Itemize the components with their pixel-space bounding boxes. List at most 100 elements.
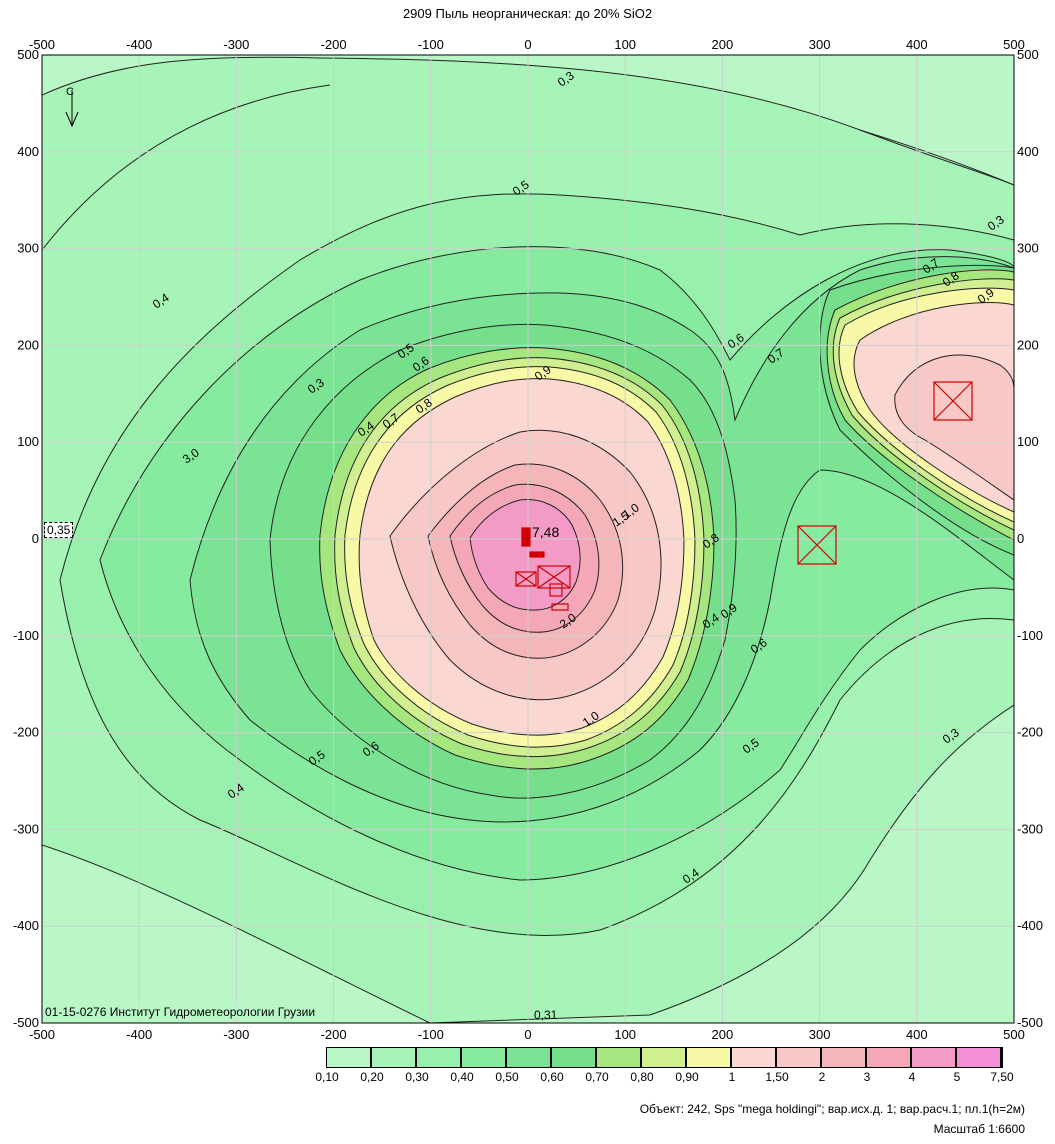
x-tick-bottom: 0	[524, 1027, 531, 1042]
x-tick-bottom: -400	[126, 1027, 152, 1042]
legend-label: 0,70	[585, 1070, 609, 1084]
source-box-center-2	[515, 571, 537, 587]
source-box-center-6	[529, 551, 545, 558]
y-tick-left: 0	[32, 531, 39, 546]
y-tick-right: 0	[1017, 531, 1024, 546]
x-tick-top: -400	[126, 37, 152, 52]
y-tick-right: 200	[1017, 337, 1039, 352]
legend-swatch	[372, 1048, 417, 1067]
y-tick-left: 200	[17, 337, 39, 352]
legend-swatch	[462, 1048, 507, 1067]
x-tick-top: -500	[29, 37, 55, 52]
x-tick-bottom: -300	[223, 1027, 249, 1042]
legend-swatch	[822, 1048, 867, 1067]
north-label: С	[66, 86, 74, 98]
legend-label: 3	[863, 1070, 871, 1084]
y-tick-right: 400	[1017, 144, 1039, 159]
edge-value-bottom: 0,31	[534, 1008, 558, 1022]
x-tick-top: 400	[906, 37, 928, 52]
x-tick-bottom: -200	[321, 1027, 347, 1042]
x-tick-bottom: 300	[809, 1027, 831, 1042]
legend-label: 1,50	[765, 1070, 789, 1084]
y-tick-left: 100	[17, 434, 39, 449]
y-tick-right: 300	[1017, 241, 1039, 256]
x-tick-top: -100	[418, 37, 444, 52]
edge-value-left: 0,35	[44, 522, 74, 538]
y-tick-left: 300	[17, 241, 39, 256]
source-markers	[515, 381, 973, 611]
scale-line: Масштаб 1:6600	[933, 1122, 1025, 1136]
y-tick-left: -100	[13, 628, 39, 643]
y-tick-right: -300	[1017, 821, 1043, 836]
y-tick-left: -500	[13, 1015, 39, 1030]
x-tick-bottom: 500	[1003, 1027, 1025, 1042]
legend-label: 0,80	[630, 1070, 654, 1084]
x-tick-bottom: -100	[418, 1027, 444, 1042]
map-title: 2909 Пыль неорганическая: до 20% SiO2	[402, 6, 653, 21]
color-legend: 0,10 0,20 0,30 0,40 0,50 0,60 0,70 0,80 0,90 1 1,5…	[315, 1047, 1014, 1086]
y-tick-right: -400	[1017, 918, 1043, 933]
x-tick-top: 500	[1003, 37, 1025, 52]
y-tick-right: -100	[1017, 628, 1043, 643]
x-tick-bottom: -500	[29, 1027, 55, 1042]
legend-label: 0,50	[495, 1070, 519, 1084]
region-5-0	[469, 499, 581, 611]
y-tick-right: 100	[1017, 434, 1039, 449]
legend-label: 0,30	[405, 1070, 429, 1084]
legend-swatch	[642, 1048, 687, 1067]
source-box-center-4	[551, 603, 569, 611]
y-tick-right: -200	[1017, 725, 1043, 740]
y-tick-left: 400	[17, 144, 39, 159]
legend-swatch	[327, 1048, 372, 1067]
legend-swatch	[912, 1048, 957, 1067]
legend-swatch	[777, 1048, 822, 1067]
legend-swatch	[507, 1048, 552, 1067]
legend-label: 0,90	[675, 1070, 699, 1084]
legend-label: 0,20	[360, 1070, 384, 1084]
legend-label: 0,60	[540, 1070, 564, 1084]
legend-label: 2	[818, 1070, 826, 1084]
legend-swatch	[552, 1048, 597, 1067]
y-tick-right: 500	[1017, 47, 1039, 62]
source-box-center-1	[537, 565, 571, 589]
y-tick-left: -400	[13, 918, 39, 933]
y-tick-right: -500	[1017, 1015, 1043, 1030]
legend-labels: 0,10 0,20 0,30 0,40 0,50 0,60 0,70 0,80 0,90 1 1,5…	[315, 1068, 1013, 1086]
institute-label: 01-15-0276 Институт Гидрометеорологии Гр…	[45, 1005, 316, 1019]
x-tick-top: 300	[809, 37, 831, 52]
y-tick-left: -300	[13, 821, 39, 836]
legend-label: 0,40	[450, 1070, 474, 1084]
legend-swatch	[417, 1048, 462, 1067]
legend-label: 4	[908, 1070, 916, 1084]
source-box-center-5	[521, 527, 531, 547]
x-tick-bottom: 200	[712, 1027, 734, 1042]
legend-label: 1	[728, 1070, 736, 1084]
north-arrow-icon	[65, 90, 79, 128]
source-box-east	[933, 381, 973, 421]
axis-ticks: -500-500-400-400-300-300-200-200-100-100…	[13, 37, 1043, 1042]
max-value-label: 7,48	[532, 524, 560, 540]
source-box-center-3	[549, 583, 563, 597]
legend-swatch	[867, 1048, 912, 1067]
source-box-mid	[797, 525, 837, 565]
x-tick-bottom: 400	[906, 1027, 928, 1042]
x-tick-top: 0	[524, 37, 531, 52]
object-line: Объект: 242, Sps "mega holdingi"; вар.ис…	[639, 1102, 1025, 1116]
map-frame	[41, 54, 1015, 1024]
x-tick-top: -200	[321, 37, 347, 52]
legend-label: 5	[953, 1070, 961, 1084]
legend-label: 0,10	[315, 1070, 339, 1084]
x-tick-top: -300	[223, 37, 249, 52]
legend-swatch	[957, 1048, 1002, 1067]
legend-swatch	[687, 1048, 732, 1067]
y-tick-left: -200	[13, 725, 39, 740]
x-tick-top: 100	[614, 37, 636, 52]
y-tick-left: 500	[17, 47, 39, 62]
x-tick-bottom: 100	[614, 1027, 636, 1042]
legend-bar	[326, 1047, 1003, 1068]
legend-label: 7,50	[990, 1070, 1014, 1084]
legend-swatch	[732, 1048, 777, 1067]
x-tick-top: 200	[712, 37, 734, 52]
legend-swatch	[597, 1048, 642, 1067]
